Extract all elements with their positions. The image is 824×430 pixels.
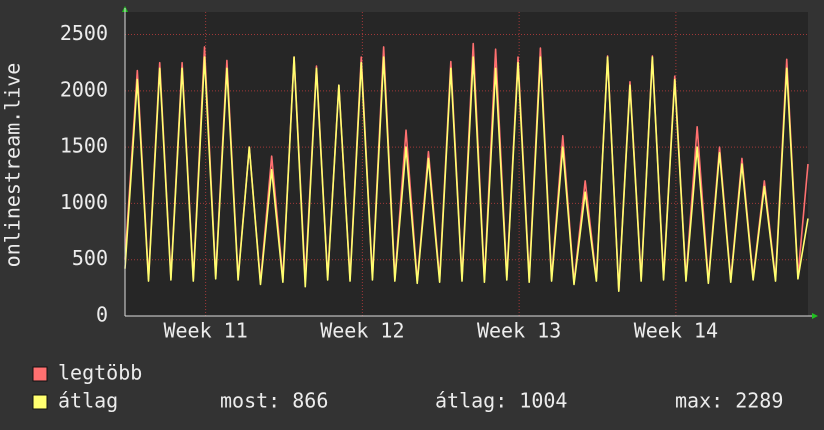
stat-text: most: 866 xyxy=(220,389,328,413)
legend-label: átlag xyxy=(58,389,118,413)
legend-swatch xyxy=(32,394,48,410)
x-tick-label: Week 11 xyxy=(163,319,247,343)
plot-area xyxy=(125,12,808,316)
x-arrow xyxy=(812,313,818,319)
x-tick-label: Week 12 xyxy=(320,319,404,343)
series-line xyxy=(124,56,809,293)
stat-text: max: 2289 xyxy=(675,389,783,413)
stat-text: átlag: 1004 xyxy=(435,389,567,413)
legend-swatch xyxy=(32,366,48,382)
y-tick-label: 1500 xyxy=(60,134,108,158)
y-tick-label: 0 xyxy=(96,303,108,327)
x-tick-label: Week 13 xyxy=(477,319,561,343)
y-tick-label: 1000 xyxy=(60,190,108,214)
y-tick-label: 500 xyxy=(72,246,108,270)
y-axis-label: onlinestream.live xyxy=(1,63,25,268)
y-tick-label: 2000 xyxy=(60,77,108,101)
legend-label: legtöbb xyxy=(58,361,142,385)
x-tick-label: Week 14 xyxy=(634,319,718,343)
y-tick-label: 2500 xyxy=(60,21,108,45)
